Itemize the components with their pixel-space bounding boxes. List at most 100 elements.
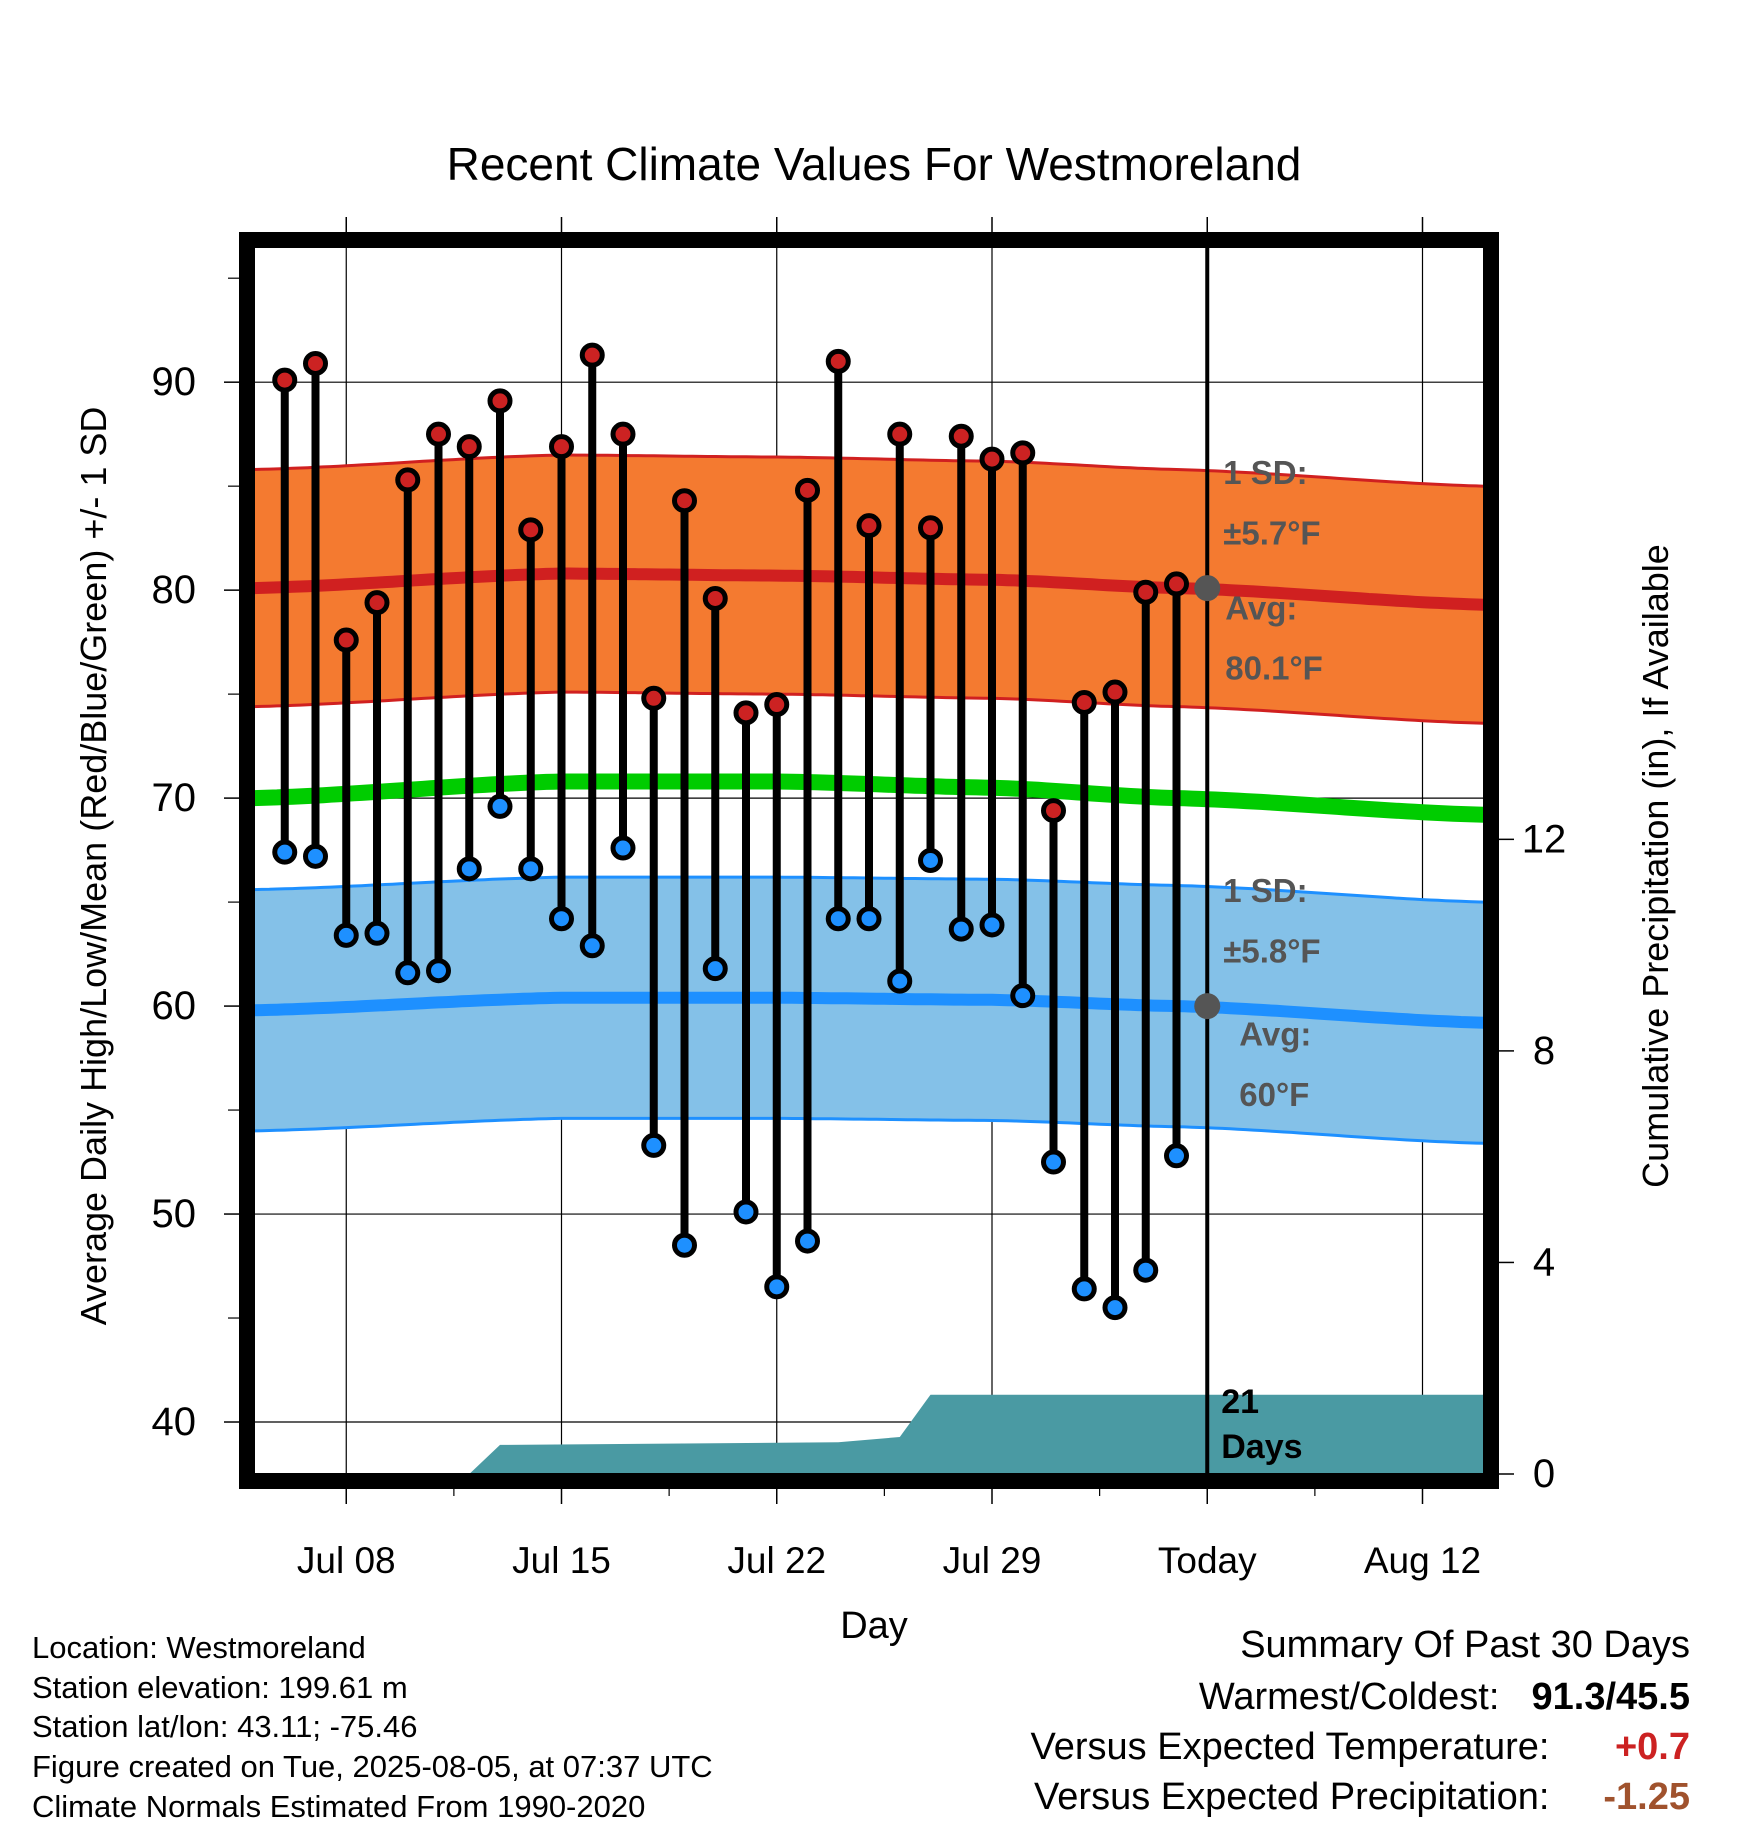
high-temp-point — [549, 434, 574, 460]
precipitation-area — [254, 1394, 1484, 1474]
summary-precip-row: Versus Expected Precipitation: -1.25 — [1034, 1776, 1690, 1819]
high-temp-point — [272, 367, 298, 393]
high-temp-point — [979, 446, 1005, 472]
low-temp-point — [426, 958, 451, 984]
high-temp-point — [825, 348, 851, 374]
info-created: Figure created on Tue, 2025-08-05, at 07… — [32, 1749, 713, 1784]
low-temp-point — [303, 843, 328, 869]
summary-warmest-row: Warmest/Coldest: 91.3/45.5 — [1199, 1676, 1690, 1719]
y2-tick-label: 12 — [1522, 817, 1567, 861]
low-temp-point — [1133, 1257, 1159, 1283]
high-temp-point — [764, 692, 790, 718]
info-elevation: Station elevation: 199.61 m — [32, 1670, 408, 1705]
y-tick-label: 60 — [152, 984, 197, 1028]
high-avg-value: 80.1°F — [1225, 650, 1323, 687]
x-tick-label: Aug 12 — [1364, 1540, 1481, 1581]
high-temp-point — [1010, 440, 1036, 466]
low-temp-point — [549, 906, 574, 932]
low-temp-point — [733, 1199, 759, 1225]
chart-title: Recent Climate Values For Westmoreland — [447, 138, 1302, 190]
summary-heading: Summary Of Past 30 Days — [1240, 1624, 1690, 1666]
high-temp-point — [1164, 571, 1189, 597]
summary-warmest-label: Warmest/Coldest: — [1198, 1676, 1500, 1718]
low-temp-point — [610, 835, 636, 861]
high-temp-point — [948, 423, 974, 449]
plot-frame — [239, 232, 1499, 1489]
plot-area: 1 SD: ±5.7°F Avg: 80.1°F 1 SD: ±5.8°F Avg: 60°F… — [152, 217, 1567, 1581]
y-tick-label: 90 — [152, 360, 197, 404]
high-temp-point — [518, 517, 544, 543]
high-temp-point — [333, 627, 359, 653]
y-tick-label: 40 — [152, 1400, 197, 1444]
summary-warmest-value: 91.3/45.5 — [1531, 1676, 1690, 1718]
low-sd-lower-line — [254, 1116, 1484, 1145]
x-tick-label: Jul 15 — [512, 1540, 611, 1581]
high-temp-point — [426, 421, 451, 447]
low-temp-point — [518, 856, 544, 882]
high-temp-point — [1071, 689, 1097, 715]
low-temp-point — [856, 906, 882, 932]
summary-temp-row: Versus Expected Temperature: +0.7 — [1031, 1726, 1690, 1769]
high-temp-point — [456, 434, 482, 460]
high-temp-point — [395, 467, 421, 493]
y-tick-label: 50 — [152, 1192, 197, 1236]
high-temp-point — [1133, 579, 1159, 605]
plot-content — [254, 247, 1484, 1474]
high-temp-point — [733, 700, 759, 726]
info-location: Location: Westmoreland — [32, 1630, 366, 1665]
high-temp-point — [579, 342, 605, 368]
high-avg-label: Avg: — [1225, 589, 1297, 626]
summary-precip-value: -1.25 — [1603, 1776, 1690, 1818]
low-avg-label: Avg: — [1239, 1016, 1311, 1053]
low-temp-point — [579, 933, 605, 959]
high-temp-point — [1102, 679, 1128, 705]
low-temp-point — [948, 916, 974, 942]
summary-precip-label: Versus Expected Precipitation: — [1034, 1776, 1550, 1818]
low-avg-value: 60°F — [1239, 1076, 1309, 1113]
high-temp-point — [641, 685, 667, 711]
low-temp-point — [487, 793, 513, 819]
x-tick-label: Jul 29 — [943, 1540, 1042, 1581]
low-temp-point — [702, 956, 728, 982]
high-sd-label: 1 SD: — [1223, 454, 1307, 491]
high-temp-point — [856, 513, 882, 539]
high-temp-point — [303, 350, 328, 376]
x-axis-label: Day — [840, 1605, 908, 1647]
high-temp-point — [487, 388, 513, 414]
window-days-word: Days — [1221, 1428, 1302, 1466]
low-temp-point — [1041, 1149, 1066, 1175]
summary-temp-label: Versus Expected Temperature: — [1030, 1726, 1550, 1768]
low-temp-point — [795, 1228, 820, 1254]
window-days-number: 21 — [1221, 1383, 1259, 1421]
low-normal-line — [254, 991, 1484, 1029]
y2-tick-label: 4 — [1533, 1240, 1555, 1284]
y2-axis-label: Cumulative Precipitation (in), If Availa… — [1635, 544, 1676, 1188]
low-temp-point — [641, 1132, 667, 1158]
low-temp-point — [1071, 1276, 1097, 1302]
info-normals: Climate Normals Estimated From 1990-2020 — [32, 1789, 646, 1824]
low-temp-point — [456, 856, 482, 882]
y-tick-label: 70 — [152, 776, 197, 820]
high-temp-point — [1041, 798, 1066, 824]
low-sd-label: 1 SD: — [1223, 872, 1307, 909]
high-temp-point — [795, 477, 820, 503]
high-temp-point — [887, 421, 913, 447]
low-temp-point — [887, 968, 913, 994]
info-latlon: Station lat/lon: 43.11; -75.46 — [32, 1709, 418, 1744]
low-temp-point — [764, 1274, 790, 1300]
high-normal-today-marker — [1194, 575, 1221, 602]
high-sd-upper-line — [254, 453, 1484, 488]
y-axis-label: Average Daily High/Low/Mean (Red/Blue/Gr… — [73, 407, 114, 1326]
low-temp-point — [1010, 983, 1036, 1009]
low-sd-value: ±5.8°F — [1223, 932, 1320, 969]
low-normal-today-marker — [1194, 993, 1221, 1020]
high-temp-point — [672, 488, 697, 514]
low-temp-point — [333, 922, 359, 948]
y-tick-label: 80 — [152, 568, 197, 612]
x-tick-label: Jul 08 — [297, 1540, 396, 1581]
low-temp-point — [364, 920, 390, 946]
low-temp-point — [825, 906, 851, 932]
x-tick-label: Jul 22 — [727, 1540, 826, 1581]
high-sd-value: ±5.7°F — [1223, 514, 1320, 551]
